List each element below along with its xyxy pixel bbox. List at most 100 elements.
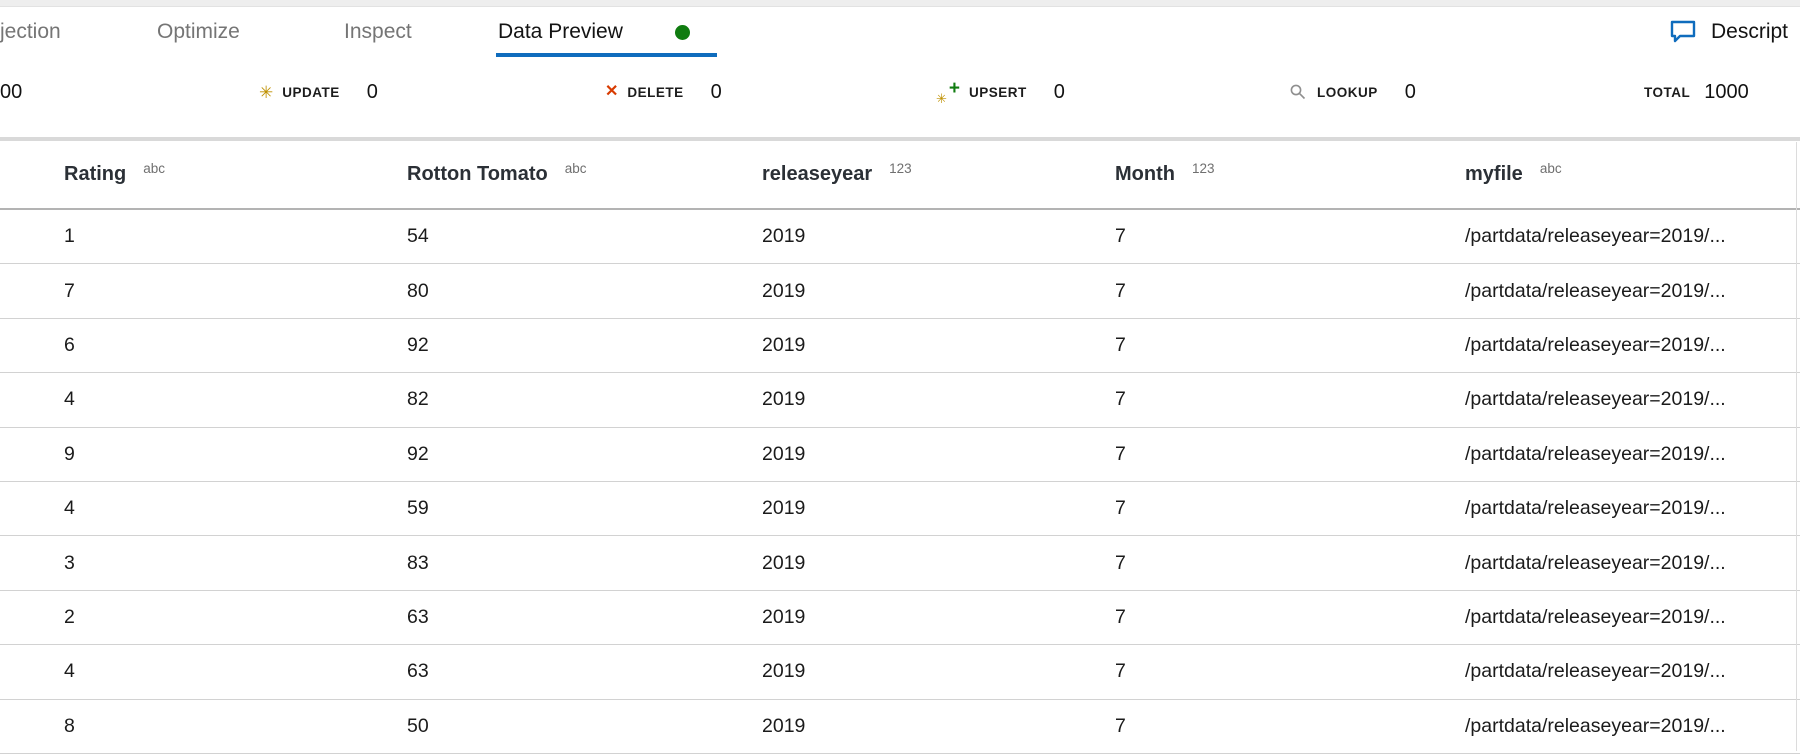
table-cell[interactable]: 80 (407, 279, 429, 302)
tab-data-preview[interactable]: Data Preview (496, 7, 717, 57)
update-label: UPDATE (282, 84, 340, 100)
table-cell[interactable]: 54 (407, 225, 429, 248)
stat-total: TOTAL 1000 (1644, 57, 1749, 137)
column-header-myfile[interactable]: myfile abc (1465, 161, 1800, 186)
table-cell[interactable]: 4 (64, 660, 75, 683)
status-dot-icon (674, 24, 690, 40)
table-cell[interactable]: /partdata/releaseyear=2019/... (1465, 279, 1726, 302)
table-cell[interactable]: /partdata/releaseyear=2019/... (1465, 497, 1726, 520)
tab-inspect[interactable]: Inspect (344, 7, 412, 57)
table-row[interactable]: 7 80 2019 7/partdata/releaseyear=2019/... (0, 264, 1800, 319)
table-row[interactable]: 3 83 2019 7/partdata/releaseyear=2019/... (0, 536, 1800, 591)
table-cell[interactable]: 3 (64, 551, 75, 574)
delete-label: DELETE (627, 84, 684, 100)
table-cell[interactable]: 7 (1115, 497, 1126, 520)
table-cell[interactable]: 4 (64, 388, 75, 411)
active-tab-underline (496, 53, 717, 57)
table-cell[interactable]: 92 (407, 442, 429, 465)
table-cell[interactable]: 7 (1115, 333, 1126, 356)
table-cell[interactable]: 2019 (762, 279, 806, 302)
table-header-row: Rating abc Rotton Tomato abc releaseyear… (0, 141, 1800, 210)
column-header-month[interactable]: Month 123 (1115, 161, 1465, 186)
table-cell[interactable]: /partdata/releaseyear=2019/... (1465, 714, 1726, 737)
table-cell[interactable]: 7 (1115, 225, 1126, 248)
column-type-badge: 123 (1191, 161, 1215, 176)
column-header-rating[interactable]: Rating abc (64, 161, 407, 186)
table-cell[interactable]: 2019 (762, 714, 806, 737)
insert-count: 00 (0, 80, 23, 103)
table-cell[interactable]: 2 (64, 605, 75, 628)
table-cell[interactable]: 2019 (762, 225, 806, 248)
column-header-releaseyear[interactable]: releaseyear 123 (762, 161, 1115, 186)
data-preview-table: 1 54 2019 7/partdata/releaseyear=2019/... 7 8… (0, 210, 1800, 754)
lookup-label: LOOKUP (1317, 84, 1378, 100)
column-header-rotton-tomato[interactable]: Rotton Tomato abc (407, 161, 762, 186)
table-cell[interactable]: 2019 (762, 660, 806, 683)
table-row[interactable]: 4 59 2019 7/partdata/releaseyear=2019/... (0, 482, 1800, 537)
table-cell[interactable]: /partdata/releaseyear=2019/... (1465, 605, 1726, 628)
section-divider (0, 137, 1800, 141)
table-cell[interactable]: /partdata/releaseyear=2019/... (1465, 225, 1726, 248)
table-cell[interactable]: 8 (64, 714, 75, 737)
table-right-border (1796, 142, 1797, 751)
table-row[interactable]: 2 63 2019 7/partdata/releaseyear=2019/... (0, 591, 1800, 646)
stat-insert: 00 (0, 57, 22, 137)
tab-label: Data Preview (498, 20, 623, 43)
table-cell[interactable]: 50 (407, 714, 429, 737)
table-cell[interactable]: 83 (407, 551, 429, 574)
table-cell[interactable]: /partdata/releaseyear=2019/... (1465, 551, 1726, 574)
description-button[interactable]: Descript (1668, 7, 1788, 57)
table-cell[interactable]: 2019 (762, 551, 806, 574)
tab-jection[interactable]: jection (0, 7, 61, 57)
table-cell[interactable]: 9 (64, 442, 75, 465)
tab-label: Optimize (157, 20, 240, 43)
column-name: Rating (64, 163, 127, 185)
table-cell[interactable]: /partdata/releaseyear=2019/... (1465, 333, 1726, 356)
table-cell[interactable]: 7 (1115, 279, 1126, 302)
table-cell[interactable]: /partdata/releaseyear=2019/... (1465, 442, 1726, 465)
table-cell[interactable]: 2019 (762, 388, 806, 411)
table-cell[interactable]: 82 (407, 388, 429, 411)
comment-icon (1670, 20, 1696, 43)
table-row[interactable]: 1 54 2019 7/partdata/releaseyear=2019/... (0, 210, 1800, 265)
table-cell[interactable]: 6 (64, 333, 75, 356)
table-row[interactable]: 4 82 2019 7/partdata/releaseyear=2019/... (0, 373, 1800, 428)
column-name: releaseyear (762, 163, 873, 185)
table-cell[interactable]: 7 (1115, 551, 1126, 574)
tab-optimize[interactable]: Optimize (157, 7, 240, 57)
column-name: myfile (1465, 163, 1523, 185)
stat-delete: ✕ DELETE 0 (605, 57, 722, 137)
table-cell[interactable]: 2019 (762, 442, 806, 465)
table-cell[interactable]: 7 (1115, 714, 1126, 737)
table-cell[interactable]: 2019 (762, 605, 806, 628)
stat-update: ✳ UPDATE 0 (259, 57, 378, 137)
table-row[interactable]: 4 63 2019 7/partdata/releaseyear=2019/... (0, 645, 1800, 700)
table-cell[interactable]: 7 (1115, 388, 1126, 411)
stat-lookup: LOOKUP 0 (1289, 57, 1416, 137)
table-cell[interactable]: 63 (407, 605, 429, 628)
table-row[interactable]: 9 92 2019 7/partdata/releaseyear=2019/... (0, 428, 1800, 482)
table-cell[interactable]: 92 (407, 333, 429, 356)
table-cell[interactable]: 7 (1115, 442, 1126, 465)
table-row[interactable]: 6 92 2019 7/partdata/releaseyear=2019/... (0, 319, 1800, 374)
table-cell[interactable]: 4 (64, 497, 75, 520)
x-icon: ✕ (605, 83, 619, 100)
table-cell[interactable]: 7 (1115, 660, 1126, 683)
table-cell[interactable]: 7 (1115, 605, 1126, 628)
tab-bar: jection Optimize Inspect Data Preview De… (0, 7, 1800, 57)
panel-top-edge (0, 0, 1800, 7)
asterisk-icon: ✳ (259, 82, 274, 102)
table-cell[interactable]: 2019 (762, 333, 806, 356)
total-label: TOTAL (1644, 84, 1691, 100)
description-label: Descript (1711, 20, 1789, 43)
table-cell[interactable]: 7 (64, 279, 75, 302)
table-cell[interactable]: 63 (407, 660, 429, 683)
table-cell[interactable]: 59 (407, 497, 429, 520)
table-cell[interactable]: 1 (64, 225, 75, 248)
table-cell[interactable]: 2019 (762, 497, 806, 520)
table-cell[interactable]: /partdata/releaseyear=2019/... (1465, 660, 1726, 683)
column-type-badge: abc (143, 161, 165, 176)
table-row[interactable]: 8 50 2019 7/partdata/releaseyear=2019/... (0, 700, 1800, 754)
upsert-label: UPSERT (969, 84, 1027, 100)
table-cell[interactable]: /partdata/releaseyear=2019/... (1465, 388, 1726, 411)
